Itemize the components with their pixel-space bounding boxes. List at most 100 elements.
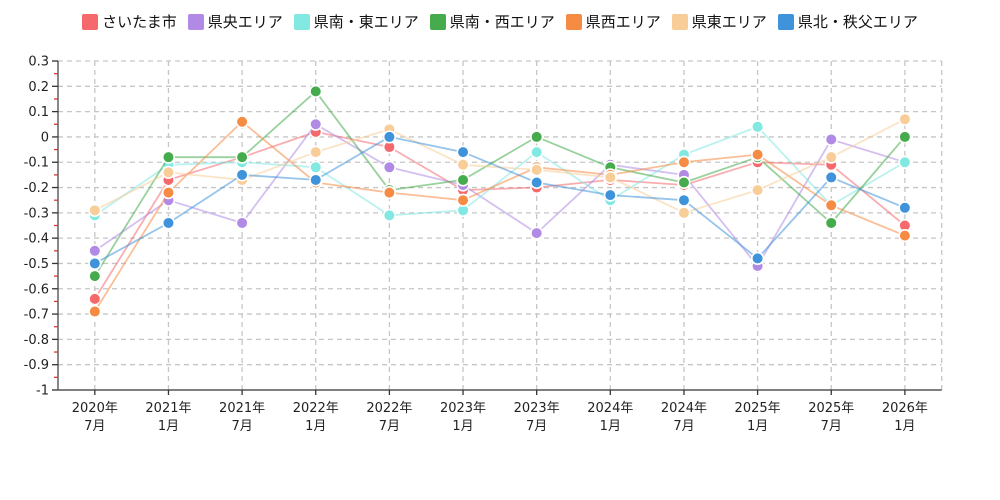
data-point-s6-x1[interactable] bbox=[161, 216, 176, 230]
data-point-s6-x4[interactable] bbox=[382, 130, 396, 144]
data-point-s5-x11[interactable] bbox=[898, 112, 912, 126]
x-tick-label-line2: 7月 bbox=[526, 419, 547, 434]
data-point-s0-x0[interactable] bbox=[88, 292, 102, 306]
y-tick-label: -0.9 bbox=[24, 358, 49, 373]
data-point-s5-x7[interactable] bbox=[603, 170, 617, 185]
x-tick-label-line2: 7月 bbox=[84, 419, 105, 434]
legend-item-2[interactable]: 県南・東エリア bbox=[293, 14, 419, 30]
data-point-s3-x2[interactable] bbox=[235, 150, 249, 164]
data-point-s6-x11[interactable] bbox=[898, 201, 912, 215]
data-point-s2-x9[interactable] bbox=[750, 120, 765, 134]
data-point-s4-x1[interactable] bbox=[161, 186, 176, 200]
data-point-s2-x4[interactable] bbox=[382, 208, 396, 222]
data-point-s6-x3[interactable] bbox=[309, 173, 323, 187]
x-tick-label-line2: 7月 bbox=[821, 419, 842, 434]
data-point-s3-x6[interactable] bbox=[530, 130, 544, 144]
series-line-6 bbox=[94, 135, 906, 265]
x-tick-label-line1: 2020年 bbox=[72, 401, 118, 416]
x-tick-label-line2: 1月 bbox=[158, 419, 179, 434]
data-point-s5-x8[interactable] bbox=[677, 206, 691, 220]
legend-item-0[interactable]: さいたま市 bbox=[82, 14, 177, 30]
data-point-s3-x5[interactable] bbox=[456, 173, 470, 187]
legend-label: 県東エリア bbox=[691, 12, 767, 31]
y-tick-label: -0.6 bbox=[24, 282, 49, 297]
legend-item-4[interactable]: 県西エリア bbox=[565, 14, 661, 30]
legend-swatch-icon bbox=[565, 14, 582, 30]
y-tick-label: -1 bbox=[36, 384, 49, 399]
data-point-s1-x0[interactable] bbox=[88, 244, 102, 258]
y-tick-label: -0.5 bbox=[24, 257, 49, 272]
legend-swatch-icon bbox=[671, 14, 688, 30]
data-point-s5-x3[interactable] bbox=[309, 145, 323, 159]
x-tick-label-line1: 2025年 bbox=[735, 401, 781, 416]
y-tick-label: -0.3 bbox=[24, 206, 49, 221]
data-point-s6-x5[interactable] bbox=[456, 145, 470, 159]
data-point-s5-x10[interactable] bbox=[824, 150, 838, 164]
legend-label: さいたま市 bbox=[102, 12, 177, 31]
data-point-s1-x4[interactable] bbox=[382, 160, 396, 174]
data-point-s3-x1[interactable] bbox=[161, 150, 176, 164]
x-tick-label-line2: 1月 bbox=[747, 419, 768, 434]
data-point-s4-x5[interactable] bbox=[456, 193, 470, 207]
series-line-3 bbox=[94, 90, 906, 277]
legend-item-3[interactable]: 県南・西エリア bbox=[429, 14, 555, 30]
data-point-s6-x6[interactable] bbox=[530, 175, 544, 190]
data-point-s5-x9[interactable] bbox=[750, 183, 765, 197]
legend-swatch-icon bbox=[777, 14, 794, 30]
y-tick-label: -0.8 bbox=[24, 333, 49, 348]
x-tick-label-line1: 2024年 bbox=[587, 401, 633, 416]
data-point-s4-x8[interactable] bbox=[677, 155, 691, 169]
data-point-s2-x3[interactable] bbox=[309, 160, 323, 174]
data-point-s6-x9[interactable] bbox=[750, 251, 765, 265]
x-tick-label-line1: 2022年 bbox=[366, 401, 412, 416]
data-point-s2-x11[interactable] bbox=[898, 155, 912, 169]
x-tick-label-line2: 1月 bbox=[600, 419, 621, 434]
data-point-s6-x7[interactable] bbox=[603, 188, 617, 202]
data-point-s4-x11[interactable] bbox=[898, 229, 912, 243]
x-tick-label-line1: 2021年 bbox=[219, 401, 265, 416]
data-point-s4-x9[interactable] bbox=[750, 148, 765, 162]
data-point-s3-x0[interactable] bbox=[88, 269, 102, 283]
legend-item-6[interactable]: 県北・秩父エリア bbox=[777, 12, 918, 31]
data-point-s4-x2[interactable] bbox=[235, 115, 249, 129]
y-tick-label: -0.2 bbox=[24, 181, 49, 196]
legend-item-5[interactable]: 県東エリア bbox=[671, 12, 767, 31]
x-tick-label-line2: 7月 bbox=[673, 419, 694, 434]
x-tick-label-line2: 7月 bbox=[379, 419, 400, 434]
data-point-s5-x5[interactable] bbox=[456, 158, 470, 172]
data-point-s4-x4[interactable] bbox=[382, 186, 396, 200]
data-point-s3-x8[interactable] bbox=[677, 175, 691, 190]
x-tick-label-line1: 2023年 bbox=[440, 401, 486, 416]
series-line-2 bbox=[94, 125, 906, 217]
data-point-s5-x6[interactable] bbox=[530, 163, 544, 177]
data-point-s2-x6[interactable] bbox=[530, 145, 544, 159]
y-tick-label: -0.7 bbox=[24, 308, 49, 323]
data-point-s1-x10[interactable] bbox=[824, 132, 838, 147]
data-point-s1-x2[interactable] bbox=[235, 216, 249, 230]
data-point-s1-x3[interactable] bbox=[309, 117, 323, 131]
y-tick-label: 0.3 bbox=[28, 55, 49, 70]
legend-label: 県北・秩父エリア bbox=[797, 12, 918, 31]
data-point-s3-x10[interactable] bbox=[824, 216, 838, 230]
data-point-s5-x1[interactable] bbox=[161, 165, 176, 179]
data-point-s3-x3[interactable] bbox=[309, 84, 323, 98]
x-tick-label-line1: 2023年 bbox=[514, 401, 560, 416]
data-point-s4-x0[interactable] bbox=[88, 304, 102, 319]
series-line-4 bbox=[94, 120, 906, 312]
x-tick-label-line1: 2021年 bbox=[145, 401, 191, 416]
x-tick-label-line1: 2026年 bbox=[882, 401, 928, 416]
x-tick-label-line2: 1月 bbox=[305, 419, 326, 434]
data-point-s6-x8[interactable] bbox=[677, 193, 691, 207]
data-point-s1-x6[interactable] bbox=[530, 226, 544, 240]
x-tick-label-line2: 1月 bbox=[894, 419, 915, 434]
data-point-s6-x10[interactable] bbox=[824, 170, 838, 185]
data-point-s5-x0[interactable] bbox=[88, 203, 102, 217]
data-point-s6-x0[interactable] bbox=[88, 256, 102, 271]
data-point-s4-x10[interactable] bbox=[824, 198, 838, 212]
data-point-s6-x2[interactable] bbox=[235, 168, 249, 182]
y-tick-label: 0 bbox=[41, 130, 49, 145]
legend-swatch-icon bbox=[293, 14, 310, 30]
legend-item-1[interactable]: 県央エリア bbox=[187, 14, 283, 30]
data-point-s3-x11[interactable] bbox=[898, 130, 912, 144]
